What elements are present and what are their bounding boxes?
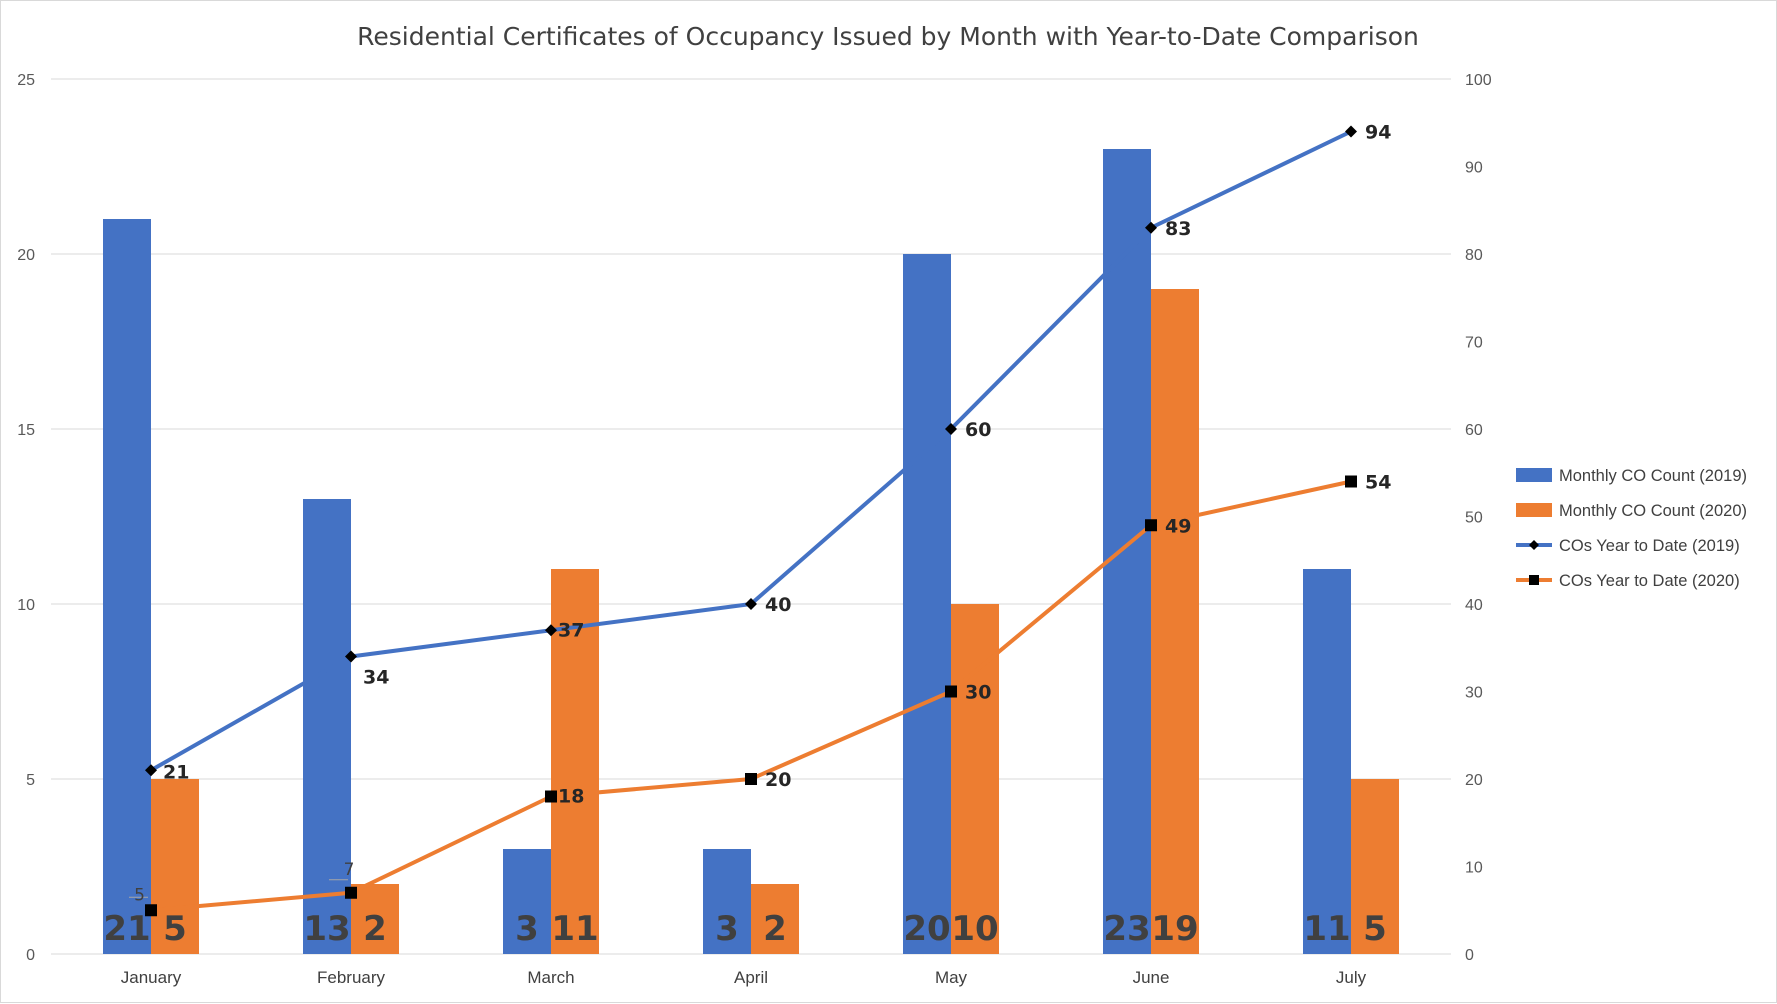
legend-swatch <box>1516 503 1552 517</box>
ytd-2020-marker <box>345 886 357 899</box>
bar-2020 <box>951 604 999 954</box>
line-value-label: 94 <box>1365 122 1391 144</box>
ytd-2020-marker <box>545 790 557 803</box>
y-right-tick-label: 10 <box>1465 860 1483 877</box>
y-right-tick-label: 50 <box>1465 510 1483 527</box>
bar-2019 <box>703 849 751 954</box>
x-tick-label: April <box>734 968 768 987</box>
y-right-tick-label: 0 <box>1465 947 1474 964</box>
ytd-2020-marker <box>1145 519 1157 532</box>
ytd-2019-marker <box>1145 221 1157 234</box>
ytd-2019-marker <box>1345 125 1357 138</box>
line-value-label: 34 <box>363 667 389 689</box>
bar-2019 <box>503 849 551 954</box>
ytd-2019-marker <box>145 764 157 777</box>
y-left-tick-label: 10 <box>17 597 35 614</box>
bar-value-label: 3 <box>515 909 539 949</box>
ytd-2019-marker <box>345 650 357 663</box>
bar-2020 <box>751 884 799 954</box>
x-tick-label: June <box>1133 968 1170 987</box>
bar-2020 <box>551 569 599 954</box>
x-tick-label: February <box>317 968 386 987</box>
bar-value-label: 5 <box>163 909 187 949</box>
bar-value-label: 2 <box>763 909 787 949</box>
y-right-tick-label: 30 <box>1465 685 1483 702</box>
line-value-label: 7 <box>344 860 355 880</box>
bar-value-label: 11 <box>551 909 598 949</box>
x-tick-label: July <box>1336 968 1367 987</box>
line-value-label: 60 <box>965 419 991 441</box>
bar-value-label: 3 <box>715 909 739 949</box>
lines <box>145 125 1357 917</box>
ytd-2019-marker <box>545 624 557 637</box>
chart-title: Residential Certificates of Occupancy Is… <box>357 22 1419 51</box>
line-value-label: 18 <box>558 786 584 808</box>
legend: Monthly CO Count (2019) Monthly CO Count … <box>1516 467 1747 590</box>
x-tick-label: January <box>121 968 182 987</box>
legend-label: COs Year to Date (2020) <box>1559 572 1740 590</box>
bar-value-label: 20 <box>903 909 950 949</box>
bar-2019 <box>103 219 151 954</box>
y-right-tick-label: 40 <box>1465 597 1483 614</box>
bar-value-label: 10 <box>951 909 998 949</box>
line-value-label: 30 <box>965 682 991 704</box>
data-labels: 21 13 3 3 20 23 11 5 2 11 2 10 19 5 21 34 37 40 60 83 94 5 7 18… <box>103 122 1391 950</box>
ytd-2020-marker <box>1345 475 1357 488</box>
bar-2019 <box>1303 569 1351 954</box>
bar-value-label: 5 <box>1363 909 1387 949</box>
ytd-2020-marker <box>745 773 757 785</box>
bar-2019 <box>1103 149 1151 954</box>
line-value-label: 37 <box>558 619 584 641</box>
y-left-tick-label: 20 <box>17 247 35 264</box>
bar-2020 <box>1351 779 1399 954</box>
ytd-2020-marker <box>145 904 157 917</box>
line-value-label: 83 <box>1165 218 1191 240</box>
legend-label: Monthly CO Count (2019) <box>1559 467 1747 485</box>
bar-2019 <box>903 254 951 954</box>
bar-value-label: 13 <box>303 909 350 949</box>
line-value-label: 49 <box>1165 515 1191 537</box>
y-left-tick-label: 25 <box>17 72 35 89</box>
bar-value-label: 19 <box>1151 909 1198 949</box>
y-right-tick-label: 80 <box>1465 247 1483 264</box>
y-left-tick-label: 15 <box>17 422 35 439</box>
line-value-label: 20 <box>765 769 791 791</box>
legend-swatch <box>1516 468 1552 482</box>
bar-2020 <box>151 779 199 954</box>
legend-marker <box>1529 575 1539 585</box>
y-right-tick-label: 60 <box>1465 422 1483 439</box>
line-value-label: 54 <box>1365 472 1391 494</box>
legend-marker <box>1529 540 1539 550</box>
ytd-2020-marker <box>945 685 957 698</box>
bar-value-label: 23 <box>1103 909 1150 949</box>
y-right-tick-label: 100 <box>1465 72 1492 89</box>
bars <box>103 149 1399 954</box>
legend-label: Monthly CO Count (2020) <box>1559 502 1747 520</box>
bar-value-label: 2 <box>363 909 387 949</box>
y-right-tick-label: 70 <box>1465 335 1483 352</box>
line-value-label: 21 <box>163 761 189 783</box>
bar-value-label: 21 <box>103 909 150 949</box>
x-tick-label: May <box>935 968 968 987</box>
line-value-label: 40 <box>765 594 791 616</box>
bar-2019 <box>303 499 351 954</box>
bar-value-label: 11 <box>1303 909 1350 949</box>
line-value-label: 5 <box>134 885 145 905</box>
x-tick-label: March <box>527 968 574 987</box>
y-right-tick-label: 20 <box>1465 772 1483 789</box>
bar-2020 <box>351 884 399 954</box>
gridlines <box>51 78 1451 955</box>
ytd-2019-marker <box>945 423 957 435</box>
bar-2020 <box>1151 289 1199 954</box>
y-right-tick-label: 90 <box>1465 160 1483 177</box>
legend-label: COs Year to Date (2019) <box>1559 537 1740 555</box>
y-left-tick-label: 5 <box>26 772 35 789</box>
y-left-tick-label: 0 <box>26 947 35 964</box>
ytd-2019-marker <box>745 598 757 610</box>
